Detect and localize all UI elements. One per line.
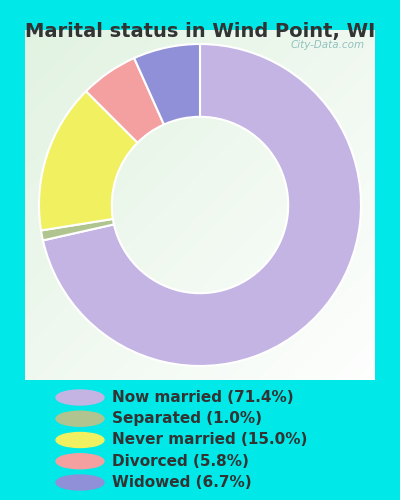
Text: Separated (1.0%): Separated (1.0%) xyxy=(112,411,262,426)
Text: City-Data.com: City-Data.com xyxy=(290,40,364,50)
Circle shape xyxy=(56,411,104,426)
Text: Marital status in Wind Point, WI: Marital status in Wind Point, WI xyxy=(25,22,375,42)
Text: Widowed (6.7%): Widowed (6.7%) xyxy=(112,475,252,490)
Circle shape xyxy=(56,454,104,469)
Circle shape xyxy=(56,390,104,405)
Wedge shape xyxy=(134,44,200,124)
Text: Never married (15.0%): Never married (15.0%) xyxy=(112,432,307,448)
Wedge shape xyxy=(86,58,164,142)
Wedge shape xyxy=(43,44,361,366)
Circle shape xyxy=(56,432,104,448)
Wedge shape xyxy=(39,91,138,230)
Wedge shape xyxy=(41,219,114,240)
Circle shape xyxy=(56,475,104,490)
Text: Now married (71.4%): Now married (71.4%) xyxy=(112,390,294,405)
Text: Divorced (5.8%): Divorced (5.8%) xyxy=(112,454,249,469)
